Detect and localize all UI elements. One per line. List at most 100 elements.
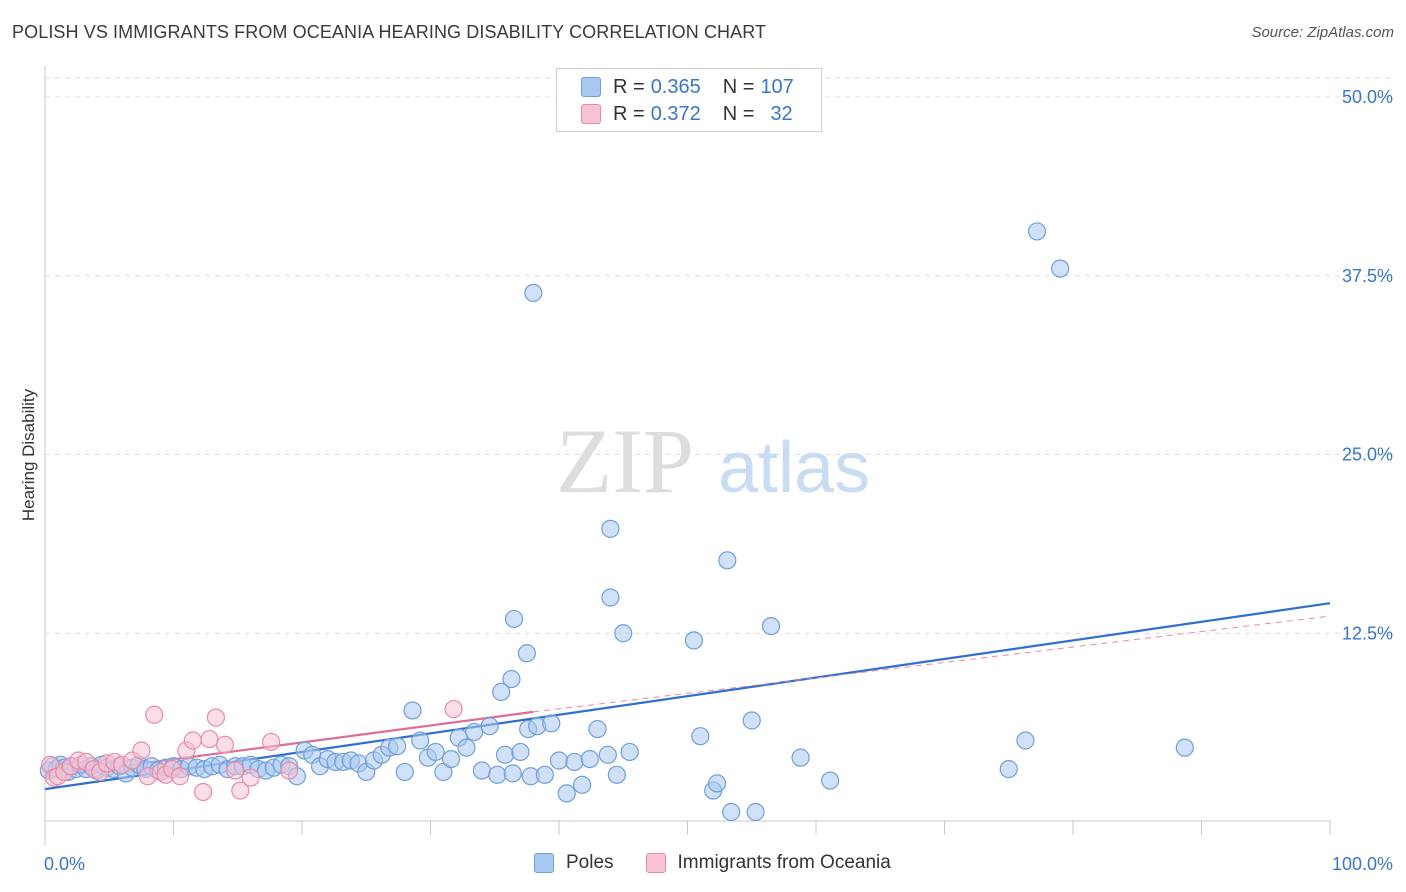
y-axis-label: Hearing Disability (19, 388, 38, 521)
point-poles (691, 727, 710, 746)
trend-line-oceania-extension (533, 615, 1331, 713)
axes (44, 66, 1331, 845)
watermark-atlas: atlas (718, 428, 870, 508)
legend-r-label: R = (613, 102, 645, 125)
y-tick-label: 37.5% (1342, 266, 1393, 286)
point-poles (601, 588, 620, 607)
series-legend: Poles Immigrants from Oceania (534, 852, 923, 874)
source-label: Source: ZipAtlas.com (1251, 24, 1394, 41)
point-oceania (226, 761, 245, 780)
trend-line-poles (44, 602, 1331, 791)
point-poles (722, 802, 741, 822)
y-tick-label: 25.0% (1342, 445, 1393, 465)
point-poles (426, 742, 445, 762)
legend-r-label: R = (613, 75, 645, 98)
point-oceania (262, 732, 281, 752)
legend-row-poles: R = 0.365 N = 107 (581, 75, 794, 99)
legend-swatch-oceania (581, 104, 601, 124)
point-poles (403, 701, 422, 720)
point-poles (580, 749, 599, 769)
legend-n-value: 107 (760, 75, 794, 98)
point-oceania (215, 735, 234, 754)
point-poles (411, 731, 430, 750)
point-poles (746, 802, 765, 822)
point-poles (495, 745, 515, 764)
point-oceania (206, 708, 226, 727)
legend-label-oceania: Immigrants from Oceania (677, 852, 891, 873)
point-poles (821, 771, 840, 790)
point-poles (620, 742, 639, 762)
legend-item-oceania[interactable]: Immigrants from Oceania (645, 852, 891, 874)
legend-row-oceania: R = 0.372 N = 32 (581, 102, 793, 126)
point-oceania (132, 741, 151, 760)
legend-n-label: N = (722, 102, 755, 125)
legend-swatch-poles (581, 77, 601, 97)
point-poles (598, 745, 617, 764)
x-tick-label: 0.0% (44, 854, 85, 874)
x-tick-label: 100.0% (1332, 854, 1393, 874)
legend-swatch-poles (534, 853, 554, 873)
point-poles (761, 616, 781, 636)
point-poles (718, 551, 737, 570)
point-poles (791, 748, 810, 767)
point-oceania (183, 731, 202, 750)
legend-item-poles[interactable]: Poles (534, 852, 614, 874)
point-oceania (200, 729, 219, 749)
watermark-zip: ZIP (556, 410, 694, 512)
point-poles (1051, 259, 1070, 278)
point-poles (549, 751, 569, 770)
point-poles (684, 631, 704, 650)
grid-lines (45, 77, 1392, 634)
point-poles (542, 714, 561, 733)
point-poles (535, 765, 554, 784)
point-poles (1027, 222, 1047, 241)
point-poles (457, 738, 476, 757)
point-poles (492, 682, 511, 701)
chart-title: POLISH VS IMMIGRANTS FROM OCEANIA HEARIN… (12, 22, 767, 42)
point-poles (1016, 731, 1035, 750)
point-poles (524, 283, 543, 303)
point-poles (480, 717, 499, 736)
y-tick-label: 12.5% (1342, 623, 1393, 643)
legend-n-value: 32 (770, 102, 793, 125)
y-tick-label: 50.0% (1342, 87, 1393, 107)
point-oceania (193, 782, 213, 802)
legend-swatch-oceania (645, 853, 666, 873)
point-poles (395, 762, 414, 782)
point-poles (511, 742, 530, 762)
point-oceania (145, 705, 164, 724)
legend-r-value: 0.372 (650, 102, 701, 125)
legend-r-value: 0.365 (650, 75, 701, 98)
point-poles (573, 775, 592, 794)
point-oceania (444, 699, 463, 719)
point-oceania (170, 767, 190, 786)
point-poles (999, 759, 1018, 779)
tick-labels: 12.5% 25.0% 37.5% 50.0% 0.0% 100.0% (44, 87, 1393, 874)
point-poles (503, 764, 522, 783)
point-poles (601, 519, 620, 538)
point-poles (607, 765, 626, 784)
point-oceania (241, 768, 260, 787)
correlation-legend: R = 0.365 N = 107 R = 0.372 N = 32 (556, 68, 822, 132)
legend-label-poles: Poles (566, 852, 614, 873)
point-oceania (231, 781, 250, 800)
point-poles (565, 752, 584, 772)
point-poles (465, 722, 484, 742)
point-oceania (280, 761, 299, 780)
point-poles (504, 609, 524, 629)
point-poles (441, 749, 461, 769)
point-poles (742, 711, 761, 730)
point-poles (472, 761, 491, 780)
point-poles (387, 737, 407, 756)
point-poles (1175, 738, 1194, 757)
legend-n-label: N = (722, 75, 755, 98)
point-poles (502, 669, 521, 689)
point-poles (707, 774, 727, 793)
point-poles (488, 765, 507, 784)
point-poles (517, 644, 536, 663)
point-poles (614, 624, 633, 643)
point-poles (588, 719, 607, 739)
point-poles (557, 784, 576, 803)
watermark: ZIP atlas (556, 410, 870, 512)
